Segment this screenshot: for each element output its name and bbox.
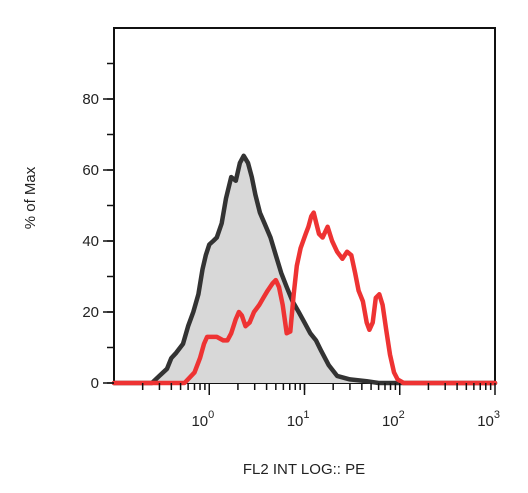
y-tick-label: 40 [82, 233, 99, 250]
series-0-line [111, 153, 498, 386]
y-tick-label: 60 [82, 162, 99, 179]
x-tick-label: 102 [382, 409, 405, 430]
x-tick-label: 103 [477, 409, 500, 430]
y-tick-label: 20 [82, 304, 99, 321]
series-1-line [111, 210, 498, 386]
x-axis: 100 101 102 103 [141, 383, 500, 430]
x-tick-label: 101 [287, 409, 310, 430]
x-tick-label: 100 [191, 409, 214, 430]
y-tick-label: 0 [91, 375, 99, 392]
y-axis: 0 20 40 60 80 [82, 62, 114, 392]
series-0-area [114, 155, 495, 383]
y-tick-label: 80 [82, 91, 99, 108]
y-axis-title: % of Max [22, 166, 39, 229]
series-layer [111, 153, 498, 386]
x-axis-title: FL2 INT LOG:: PE [243, 461, 365, 478]
